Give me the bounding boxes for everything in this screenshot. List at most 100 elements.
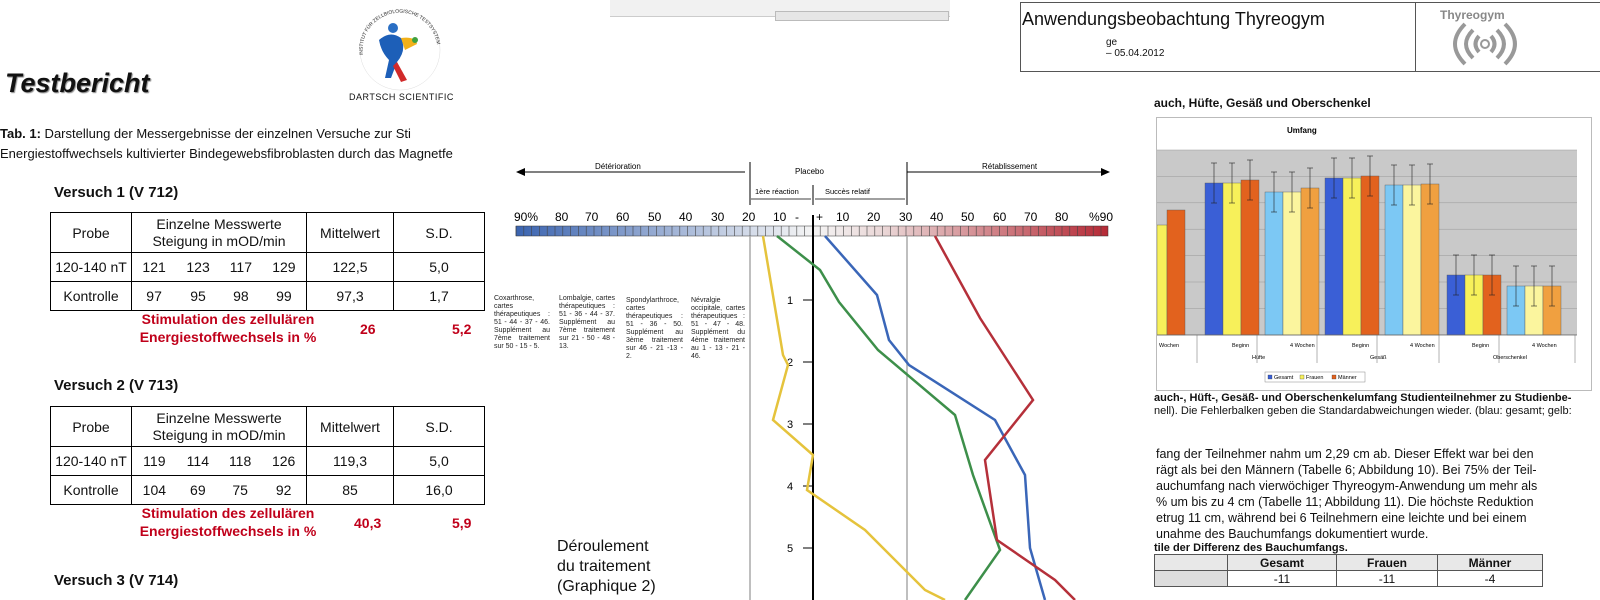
- legend-label: Männer: [1338, 375, 1357, 381]
- scale-label: 20: [742, 210, 756, 224]
- figure-caption: nell). Die Fehlerbalken geben die Standa…: [1154, 405, 1572, 417]
- cell-mittel: 119,3: [306, 446, 394, 476]
- x-tick-label: 4 Wochen: [1410, 343, 1435, 349]
- difference-table: Gesamt Frauen Männer -11 -11 -4: [1154, 554, 1543, 587]
- cell-value: 75: [218, 475, 262, 505]
- legend-coxarthrose: Coxarthrose, cartes thérapeutiques : 51 …: [494, 295, 550, 350]
- umfang-chart-frame: Umfang Wochen Beginn 4 Wochen Beginn 4 Woche…: [1156, 117, 1592, 391]
- table-caption: tile der Differenz des Bauchumfangs.: [1154, 542, 1348, 554]
- paragraph-line: etrug 11 cm, während bei 6 Teilnehmern e…: [1156, 511, 1527, 525]
- succes-label: Succès relatif: [825, 187, 871, 196]
- header-mittel: Mittelwert: [306, 406, 394, 447]
- cell-sd: 5,0: [393, 446, 485, 476]
- x-tick-label: Beginn: [1472, 343, 1489, 349]
- legend-box: [1264, 371, 1366, 383]
- versuch-2-table: Probe Einzelne Messwerte Steigung in mOD…: [50, 406, 485, 505]
- cell-value: 123: [176, 252, 220, 282]
- scale-label: 40: [679, 210, 693, 224]
- row-label: 4: [787, 481, 793, 493]
- cell-sd: 16,0: [393, 475, 485, 505]
- arrow-left-head: [516, 168, 525, 176]
- cell-value: 99: [261, 281, 307, 311]
- line-nevralgie: [933, 235, 1076, 600]
- header-werte-2: Steigung in mOD/min: [152, 426, 286, 443]
- scale-label: 80: [555, 210, 569, 224]
- top-bar-inner: [775, 11, 949, 21]
- cell-value: 92: [261, 475, 308, 505]
- dartsch-logo: INSTITUT FÜR ZELLBIOLOGISCHE TESTSYSTEME: [345, 0, 441, 91]
- scale-label: +: [816, 210, 823, 224]
- umfang-title: Umfang: [1287, 126, 1317, 135]
- th-empty: [1154, 554, 1228, 571]
- bar: [1222, 182, 1242, 336]
- bar: [1300, 187, 1320, 336]
- legend-spondylarthrose: Spondylarthroce, cartes thérapeutiques :…: [626, 297, 683, 360]
- cell-value: 95: [176, 281, 220, 311]
- versuch-1-table: Probe Einzelne Messwerte Steigung in mOD…: [50, 212, 485, 311]
- deroulement-panel: Détérioration Placebo Rétablissement 1èr…: [485, 0, 1130, 600]
- cell-value: 126: [261, 446, 308, 476]
- legend-nevralgie: Névralgie occipitale, cartes thérapeutiq…: [691, 297, 745, 360]
- x-tick-label: Beginn: [1232, 343, 1249, 349]
- bar: [1264, 191, 1284, 336]
- cell-value: 114: [176, 446, 219, 476]
- stim-line-2: Energiestoffwechsels in %: [139, 329, 317, 345]
- arrow-left-label: Détérioration: [595, 162, 641, 171]
- umfang-chart: Umfang Wochen Beginn 4 Wochen Beginn 4 Woche…: [1156, 126, 1577, 383]
- report-sub-2: – 05.04.2012: [1106, 48, 1165, 59]
- stim-line-2: Energiestoffwechsels in %: [139, 523, 317, 539]
- row-label: 2: [787, 357, 793, 369]
- arrow-center-label: Placebo: [795, 167, 824, 176]
- header-werte-2: Steigung in mOD/min: [152, 232, 286, 249]
- stimulation-sd: 5,9: [452, 515, 472, 531]
- treatment-chart: Détérioration Placebo Rétablissement 1èr…: [514, 162, 1113, 600]
- bar: [1282, 191, 1302, 336]
- stimulation-value: 40,3: [354, 515, 382, 531]
- scale-label: 50: [961, 210, 975, 224]
- header-werte-1: Einzelne Messwerte: [156, 409, 282, 426]
- scale-label: 70: [585, 210, 599, 224]
- cell-sd: 1,7: [393, 281, 485, 311]
- figure-caption-bold: auch-, Hüft-, Gesäß- und Oberschenkelumf…: [1154, 392, 1572, 404]
- paragraph-line: auchumfang nach vierwöchiger Thyreogym-A…: [1156, 479, 1538, 493]
- scale-label: 40: [930, 210, 944, 224]
- line-lombalgie: [776, 235, 1002, 600]
- scale-label: 20: [867, 210, 881, 224]
- row-label: 3: [787, 419, 793, 431]
- scale-label: 10: [773, 210, 787, 224]
- thyreogym-logo-text: Thyreogym: [1440, 8, 1505, 22]
- cell-value: 98: [219, 281, 262, 311]
- header-probe: Probe: [50, 406, 132, 447]
- td-frauen: -11: [1336, 570, 1438, 587]
- legend-label: Frauen: [1306, 375, 1323, 381]
- td-maenner: -4: [1437, 570, 1543, 587]
- stim-line-1: Stimulation des zellulären: [141, 505, 315, 521]
- header-werte: Einzelne Messwerte Steigung in mOD/min: [131, 212, 307, 253]
- scale-label: 70: [1024, 210, 1038, 224]
- versuch-1-title: Versuch 1 (V 712): [54, 184, 179, 201]
- testbericht-panel: Testbericht INSTITUT FÜR ZELLBIOLOGISCHE…: [0, 0, 485, 600]
- section-title: auch, Hüfte, Gesäß und Oberschenkel: [1154, 96, 1371, 110]
- row-label: 5: [787, 543, 793, 555]
- bar: [1156, 224, 1168, 336]
- bar: [1402, 184, 1422, 336]
- x-tick-label: 4 Wochen: [1290, 343, 1315, 349]
- scale-label: 10: [836, 210, 850, 224]
- logo-text: DARTSCH SCIENTIFIC: [349, 92, 454, 102]
- cell-value: 129: [261, 252, 307, 282]
- cell-mittel: 122,5: [306, 252, 394, 282]
- chart-caption-3: (Graphique 2): [557, 578, 656, 595]
- report-title: Anwendungsbeobachtung Thyreogym: [1022, 9, 1325, 29]
- header-mittel: Mittelwert: [306, 212, 394, 253]
- cell-probe: Kontrolle: [50, 475, 132, 505]
- header-werte-1: Einzelne Messwerte: [156, 215, 282, 232]
- bar: [1324, 177, 1344, 336]
- arrow-right-label: Rétablissement: [982, 162, 1038, 171]
- cell-probe: 120-140 nT: [50, 252, 132, 282]
- chart-caption-2: du traitement: [557, 558, 651, 575]
- stimulation-sd: 5,2: [452, 321, 472, 337]
- row-label: 1: [787, 295, 793, 307]
- header-sd: S.D.: [393, 406, 485, 447]
- cell-value: 119: [130, 446, 177, 476]
- report-header: [1020, 2, 1417, 72]
